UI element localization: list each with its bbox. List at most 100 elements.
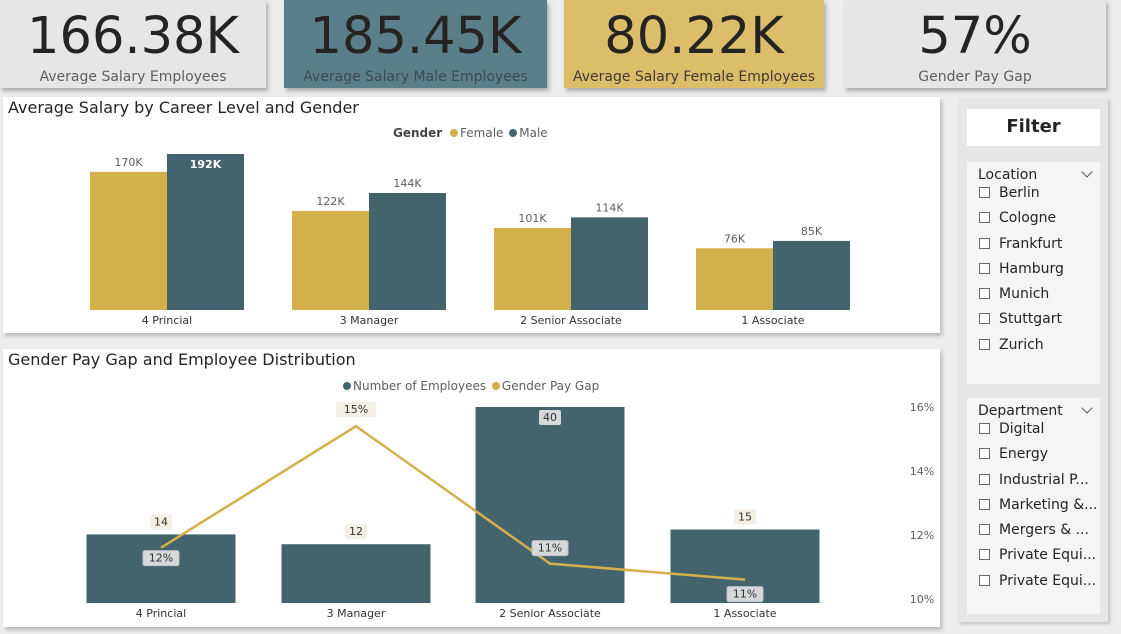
bar-female xyxy=(90,171,167,310)
location-option-label: Cologne xyxy=(999,210,1057,227)
data-label: 114K xyxy=(595,201,624,214)
department-option-label: Private Equi... xyxy=(999,547,1097,564)
data-label: 12 xyxy=(349,525,363,538)
bar-employees xyxy=(281,544,431,603)
department-option[interactable]: Marketing &... xyxy=(967,496,1100,521)
location-option-label: Berlin xyxy=(999,185,1040,201)
data-label: 101K xyxy=(518,212,547,225)
checkbox[interactable] xyxy=(979,262,990,274)
bar-employees xyxy=(475,407,625,603)
gap-combo-chart[interactable]: 16% 14% 12% 10% 4 Princial 14 3 Manager 12 2 Sen… xyxy=(3,349,940,627)
gap-chart-title: Gender Pay Gap and Employee Distribution xyxy=(8,350,356,369)
legend-dot-female xyxy=(450,129,459,137)
location-option[interactable]: Frankfurt xyxy=(967,235,1100,260)
checkbox[interactable] xyxy=(979,498,990,510)
filter-title: Filter xyxy=(967,109,1100,146)
checkbox[interactable] xyxy=(979,423,990,434)
data-label: 170K xyxy=(114,156,143,169)
data-label: 122K xyxy=(316,195,345,208)
kpi-label: Average Salary Male Employees xyxy=(303,69,528,85)
y2-tick-label: 14% xyxy=(910,465,934,478)
data-label-bg xyxy=(734,509,756,525)
gap-label: 15% xyxy=(344,403,368,416)
legend-title: Gender xyxy=(393,126,443,140)
department-option[interactable]: Industrial P... xyxy=(967,471,1100,496)
legend-label-female: Female xyxy=(460,126,504,140)
legend-dot-gap xyxy=(491,382,500,390)
legend-label-male: Male xyxy=(519,126,548,140)
department-items: Digital Energy Industrial P... Marketing &.… xyxy=(967,420,1100,597)
legend-dot-male xyxy=(509,129,518,137)
department-option-label: Private Equi... xyxy=(999,572,1097,589)
kpi-card-avg-salary-female: 80.22K Average Salary Female Employees xyxy=(564,0,824,88)
chevron-down-icon[interactable] xyxy=(1081,402,1093,414)
gap-line xyxy=(160,424,746,581)
kpi-card-gender-pay-gap: 57% Gender Pay Gap xyxy=(844,0,1106,88)
department-option[interactable]: Energy xyxy=(967,445,1100,470)
checkbox[interactable] xyxy=(979,549,990,561)
kpi-card-avg-salary: 166.38K Average Salary Employees xyxy=(0,0,266,88)
location-option-label: Stuttgart xyxy=(999,311,1062,328)
department-slicer: Department Digital Energy Industrial P... M… xyxy=(967,398,1100,614)
location-option[interactable]: Cologne xyxy=(967,209,1100,234)
bar-male xyxy=(369,193,446,310)
salary-bar-chart[interactable]: 170K 192K 4 Princial 122K 144K 3 Manager 101K 1… xyxy=(3,97,940,333)
gap-label-bg xyxy=(142,550,180,567)
y2-tick-label: 16% xyxy=(910,401,934,414)
location-slicer-header[interactable]: Location xyxy=(967,162,1100,184)
x-tick-label: 4 Princial xyxy=(142,314,192,327)
chevron-down-icon[interactable] xyxy=(1081,166,1093,178)
location-option[interactable]: Zurich xyxy=(967,336,1100,361)
bar-male xyxy=(571,217,648,310)
gap-label-bg xyxy=(531,540,569,557)
checkbox[interactable] xyxy=(979,313,990,325)
kpi-label: Gender Pay Gap xyxy=(918,69,1032,85)
location-option-label: Zurich xyxy=(999,336,1044,353)
legend-label-gap: Gender Pay Gap xyxy=(501,379,600,393)
checkbox[interactable] xyxy=(979,338,990,350)
location-option-label: Frankfurt xyxy=(999,235,1063,252)
location-option[interactable]: Hamburg xyxy=(967,260,1100,285)
kpi-value: 80.22K xyxy=(604,7,784,66)
checkbox[interactable] xyxy=(979,288,990,300)
gap-label: 11% xyxy=(538,542,562,555)
data-label: 144K xyxy=(393,177,422,190)
location-option[interactable]: Munich xyxy=(967,285,1100,310)
location-option-label: Hamburg xyxy=(999,260,1064,277)
location-slicer-label: Location xyxy=(978,167,1038,183)
x-tick-label: 3 Manager xyxy=(327,607,386,620)
checkbox[interactable] xyxy=(979,187,990,198)
checkbox[interactable] xyxy=(979,473,990,485)
department-option[interactable]: Private Equi... xyxy=(967,546,1100,571)
department-option[interactable]: Digital xyxy=(967,420,1100,445)
department-slicer-header[interactable]: Department xyxy=(967,398,1100,420)
department-option-label: Mergers & ... xyxy=(999,522,1089,539)
department-option-label: Energy xyxy=(999,446,1049,463)
department-option[interactable]: Private Equi... xyxy=(967,572,1100,597)
location-option[interactable]: Berlin xyxy=(967,184,1100,209)
department-option-label: Marketing &... xyxy=(999,496,1098,513)
data-label-bg xyxy=(150,514,172,530)
location-option[interactable]: Stuttgart xyxy=(967,310,1100,335)
checkbox[interactable] xyxy=(979,574,990,586)
checkbox[interactable] xyxy=(979,237,990,249)
salary-chart-legend: Gender Female Male xyxy=(393,126,550,140)
x-tick-label: 1 Associate xyxy=(741,314,804,327)
location-items: Berlin Cologne Frankfurt Hamburg Munich Stutt… xyxy=(967,184,1100,361)
checkbox[interactable] xyxy=(979,212,990,224)
bar-employees xyxy=(86,534,236,603)
legend-label-employees: Number of Employees xyxy=(353,379,487,393)
kpi-card-avg-salary-male: 185.45K Average Salary Male Employees xyxy=(284,0,547,88)
kpi-label: Average Salary Employees xyxy=(39,69,227,85)
department-option[interactable]: Mergers & ... xyxy=(967,521,1100,546)
checkbox[interactable] xyxy=(979,448,990,460)
data-label: 85K xyxy=(801,225,823,238)
gap-label: 11% xyxy=(733,588,757,601)
department-option-label: Industrial P... xyxy=(999,471,1089,488)
checkbox[interactable] xyxy=(979,524,990,536)
data-label-bg xyxy=(345,524,367,540)
x-tick-label: 3 Manager xyxy=(340,314,399,327)
x-tick-label: 1 Associate xyxy=(713,607,776,620)
department-slicer-label: Department xyxy=(978,403,1063,419)
filter-panel: Filter Location Berlin Cologne Frankfurt Ha… xyxy=(958,98,1108,622)
